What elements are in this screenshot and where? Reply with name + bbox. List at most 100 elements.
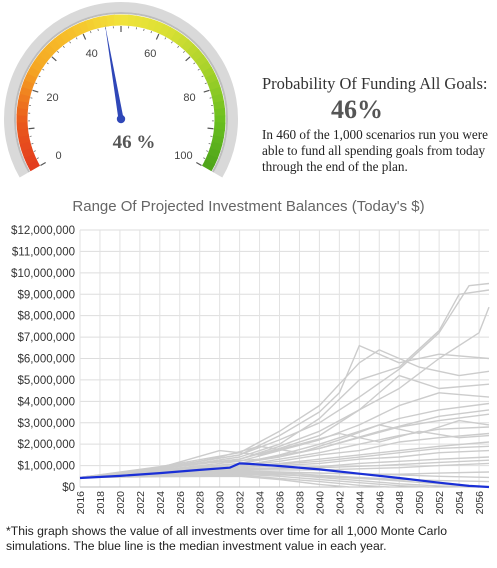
x-tick-label: 2018 <box>95 491 107 515</box>
y-tick-label: $3,000,000 <box>17 418 75 430</box>
gauge-tick <box>31 143 34 145</box>
scenario-line <box>79 430 490 479</box>
x-axis-tick-labels: 2016 2018 2020 2022 2024 2026 2028 2030 2032 2034… <box>75 491 486 515</box>
gauge-tick-label: 0 <box>56 150 62 162</box>
scenario-line <box>79 419 490 479</box>
gauge-tick <box>42 68 45 71</box>
gauge-tick <box>38 75 41 78</box>
x-tick-label: 2026 <box>175 491 187 515</box>
gauge-tick <box>177 45 180 48</box>
gauge-needle-pointer <box>104 24 124 120</box>
gauge-tick <box>69 41 71 44</box>
x-tick-label: 2052 <box>434 491 446 515</box>
gauge-tick <box>32 89 39 93</box>
gauge-readout: 46 % <box>113 132 156 153</box>
x-tick-label: 2056 <box>474 491 486 515</box>
summary-percent: 46% <box>331 95 383 124</box>
x-tick-label: 2048 <box>394 491 406 515</box>
gauge-tick <box>36 157 39 159</box>
y-tick-label: $0 <box>62 482 75 494</box>
gauge-needle-hub <box>116 114 126 124</box>
x-tick-label: 2032 <box>235 491 247 515</box>
x-tick-label: 2030 <box>215 491 227 515</box>
gauge-tick <box>207 127 214 130</box>
x-tick-label: 2024 <box>155 491 167 515</box>
gauge-inner-rim <box>14 12 228 173</box>
gauge-tick-label: 60 <box>144 48 156 60</box>
gauge-tick-label: 20 <box>46 92 58 104</box>
x-tick-label: 2022 <box>135 491 147 515</box>
y-tick-label: $11,000,000 <box>12 246 75 258</box>
gauge-tick <box>57 50 59 53</box>
y-tick-label: $10,000,000 <box>11 268 75 280</box>
gauge-tick <box>40 161 46 167</box>
funding-summary: Probability Of Funding All Goals: 46% In… <box>262 74 492 175</box>
gauge-tick <box>46 62 49 65</box>
y-tick-label: $1,000,000 <box>17 461 75 473</box>
scenario-line <box>79 349 490 479</box>
scenario-line <box>79 409 490 479</box>
gauge-tick <box>51 56 57 62</box>
gauge-tick <box>62 45 65 48</box>
x-tick-label: 2044 <box>354 491 366 515</box>
x-tick-label: 2020 <box>115 491 127 515</box>
gauge-tick-marks <box>28 26 214 167</box>
gauge-tick <box>164 37 167 40</box>
y-axis-tick-labels: $0 $1,000,000 $2,000,000 $3,000,000 $4,000,0… <box>11 225 75 494</box>
gauge-tick <box>155 33 160 40</box>
gauge-tick-label: 40 <box>86 48 98 60</box>
gauge-rim <box>4 1 238 178</box>
x-tick-label: 2036 <box>275 491 287 515</box>
gauge-tick <box>193 62 196 65</box>
gauge-tick <box>197 68 200 71</box>
y-tick-label: $8,000,000 <box>17 311 75 323</box>
funding-probability-gauge: 0 20 40 60 80 100 46 % <box>4 1 238 178</box>
gauge-tick <box>204 82 207 85</box>
gauge-tick-label: 80 <box>183 92 195 104</box>
gauge-tick-label: 100 <box>174 150 192 162</box>
gauge-band-segment <box>201 159 215 172</box>
scenario-line <box>79 344 490 479</box>
gauge-tick <box>206 150 209 152</box>
gauge-tick <box>75 37 78 40</box>
x-tick-label: 2038 <box>294 491 306 515</box>
summary-title: Probability Of Funding All Goals: <box>262 74 488 93</box>
x-tick-label: 2034 <box>255 491 267 515</box>
y-tick-label: $4,000,000 <box>17 396 75 408</box>
x-tick-label: 2016 <box>75 491 87 515</box>
y-tick-label: $6,000,000 <box>17 354 75 366</box>
y-tick-label: $2,000,000 <box>17 439 75 451</box>
gauge-tick <box>33 150 36 152</box>
y-tick-label: $7,000,000 <box>17 332 75 344</box>
gauge-tick <box>203 89 210 93</box>
x-tick-label: 2054 <box>454 491 466 515</box>
x-tick-label: 2046 <box>374 491 386 515</box>
gauge-tick-labels: 0 20 40 60 80 100 <box>46 48 195 162</box>
gauge-tick <box>208 143 211 145</box>
scenario-lines <box>79 282 490 488</box>
gauge-color-band <box>16 14 226 172</box>
gauge-tick <box>28 127 35 130</box>
x-tick-label: 2028 <box>195 491 207 515</box>
x-tick-label: 2050 <box>414 491 426 515</box>
y-tick-label: $12,000,000 <box>11 225 75 237</box>
x-tick-label: 2040 <box>314 491 326 515</box>
gauge-needle <box>104 24 126 124</box>
gauge-tick <box>171 41 173 44</box>
y-tick-label: $5,000,000 <box>17 375 75 387</box>
gauge-tick <box>203 157 206 159</box>
scenario-line <box>79 472 470 488</box>
median-line-group <box>79 462 490 489</box>
chart-title: Range Of Projected Investment Balances (… <box>72 198 425 215</box>
gauge-tick <box>82 33 87 40</box>
chart-footnote: *This graph shows the value of all inves… <box>6 524 447 553</box>
gauge-outer-rim <box>4 1 238 178</box>
gauge-tick <box>183 50 185 53</box>
gauge-tick <box>90 31 92 34</box>
gauge-tick <box>185 56 191 62</box>
y-tick-label: $9,000,000 <box>17 289 75 301</box>
gauge-tick <box>35 82 38 85</box>
scenario-line <box>79 445 490 479</box>
investment-balance-chart: $0 $1,000,000 $2,000,000 $3,000,000 $4,000,0… <box>11 225 490 515</box>
scenario-line <box>79 475 350 488</box>
